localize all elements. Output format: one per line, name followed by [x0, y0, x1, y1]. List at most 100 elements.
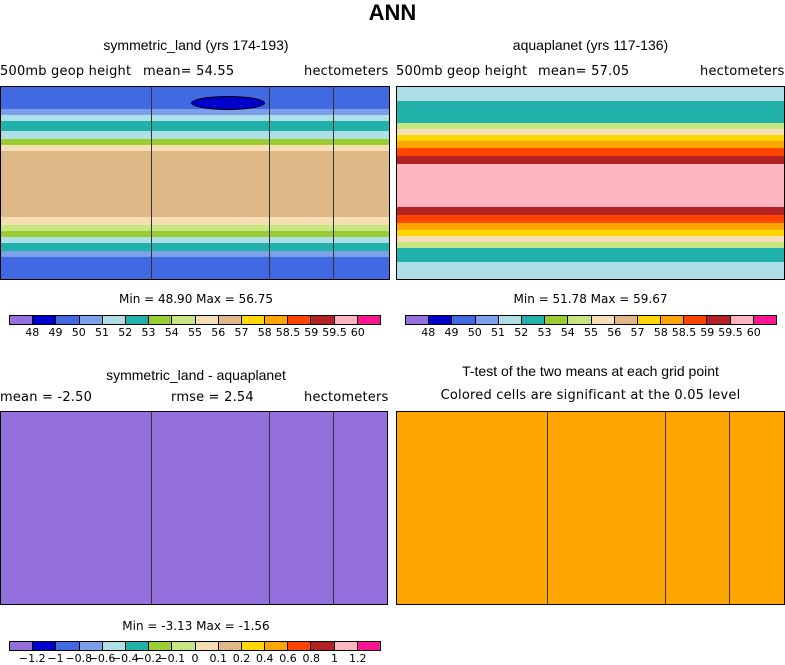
colorbar-swatch [334, 316, 358, 324]
contour-band [1, 217, 389, 225]
land-boundary [333, 87, 334, 279]
colorbar-tick-label: 54 [164, 326, 179, 339]
contour-band [1, 225, 389, 231]
colorbar-tick-label: 58.5 [275, 326, 301, 339]
colorbar-tick-label: −1 [47, 652, 64, 665]
colorbar-swatch [684, 316, 708, 324]
contour-band [397, 164, 784, 207]
colorbar-tick-label: 0.1 [209, 652, 228, 665]
colorbar-swatch [429, 316, 453, 324]
panel1-colorbar-ticks: 48 49 50 51 52 53 54 55 56 57 58 58.5 59 59.5 60 [9, 326, 381, 342]
colorbar-tick-label: 57 [630, 326, 645, 339]
contour-band [397, 236, 784, 242]
colorbar-swatch [661, 316, 685, 324]
panel3-map [0, 411, 388, 605]
colorbar-tick-label: 59.5 [718, 326, 743, 339]
colorbar-tick-label: 59.5 [322, 326, 347, 339]
contour-band [397, 215, 784, 223]
colorbar-swatch [79, 316, 103, 324]
colorbar-tick-label: 1 [331, 652, 338, 665]
colorbar-swatch [406, 316, 430, 324]
contour-band [397, 223, 784, 230]
colorbar-swatch [498, 316, 522, 324]
colorbar-swatch [475, 316, 499, 324]
contour-band [1, 251, 389, 257]
colorbar-swatch [707, 316, 731, 324]
colorbar-tick-label: 55 [188, 326, 202, 339]
colorbar-tick-label: 56 [211, 326, 226, 339]
panel2-map [396, 86, 785, 280]
contour-band [397, 262, 784, 279]
panel2-left-label: 500mb geop height [396, 64, 528, 79]
panel2-title: aquaplanet (yrs 117-136) [512, 37, 669, 53]
contour-band [397, 242, 784, 248]
contour-band [397, 123, 784, 129]
contour-band [397, 129, 784, 135]
colorbar-tick-label: 54 [560, 326, 575, 339]
contour-band [397, 135, 784, 141]
colorbar-swatch [10, 642, 34, 650]
colorbar-swatch [195, 316, 219, 324]
colorbar-swatch [125, 316, 150, 324]
colorbar-swatch [614, 316, 638, 324]
colorbar-swatch [568, 316, 592, 324]
colorbar-swatch [125, 642, 150, 650]
contour-band [397, 230, 784, 236]
colorbar-tick-label: 60 [746, 326, 761, 339]
colorbar-swatch [149, 316, 173, 324]
colorbar-tick-label: 59 [700, 326, 715, 339]
colorbar-tick-label: 50 [467, 326, 482, 339]
panel1-colorbar [9, 315, 381, 325]
contour-band [397, 156, 784, 164]
colorbar-tick-label: 50 [71, 326, 86, 339]
colorbar-swatch [218, 316, 242, 324]
colorbar-swatch [334, 642, 358, 650]
colorbar-swatch [241, 642, 266, 650]
panel2-stats: Min = 51.78 Max = 59.67 [513, 292, 668, 306]
colorbar-tick-label: −0.6 [88, 652, 116, 665]
land-boundary [151, 87, 152, 279]
colorbar-swatch [452, 316, 476, 324]
colorbar-tick-label: 59 [304, 326, 319, 339]
colorbar-swatch [730, 316, 754, 324]
contour-band [1, 145, 389, 151]
colorbar-tick-label: 58 [653, 326, 668, 339]
panel4-subtitle: Colored cells are significant at the 0.0… [440, 388, 741, 403]
contour-band [1, 121, 389, 131]
land-boundary [333, 412, 334, 604]
colorbar-swatch [753, 316, 776, 324]
colorbar-swatch [241, 316, 266, 324]
colorbar-tick-label: −1.2 [18, 652, 46, 665]
colorbar-tick-label: 48 [25, 326, 40, 339]
contour-band [1, 109, 389, 115]
colorbar-swatch [591, 316, 615, 324]
colorbar-tick-label: 53 [141, 326, 156, 339]
contour-band [1, 243, 389, 251]
colorbar-tick-label: 55 [584, 326, 598, 339]
contour-band [1, 237, 389, 243]
colorbar-swatch [172, 642, 196, 650]
land-boundary [729, 412, 730, 604]
minimum-contour [191, 96, 265, 110]
land-boundary [269, 87, 270, 279]
land-boundary [269, 412, 270, 604]
contour-band [397, 148, 784, 156]
panel1-mean-label: mean= 54.55 [143, 64, 235, 79]
colorbar-tick-label: −0.8 [65, 652, 93, 665]
colorbar-tick-label: 51 [491, 326, 505, 339]
contour-band [397, 101, 784, 123]
colorbar-swatch [33, 642, 57, 650]
colorbar-tick-label: 49 [444, 326, 459, 339]
contour-band [1, 131, 389, 139]
colorbar-swatch [521, 316, 546, 324]
colorbar-tick-label: 0.2 [232, 652, 251, 665]
colorbar-swatch [311, 316, 335, 324]
colorbar-swatch [265, 642, 289, 650]
panel3-stats: Min = -3.13 Max = -1.56 [122, 619, 270, 633]
colorbar-tick-label: −0.2 [135, 652, 162, 665]
colorbar-tick-label: 48 [421, 326, 436, 339]
colorbar-swatch [79, 642, 103, 650]
panel4-map [396, 411, 785, 605]
colorbar-tick-label: 53 [537, 326, 552, 339]
colorbar-tick-label: 57 [234, 326, 249, 339]
